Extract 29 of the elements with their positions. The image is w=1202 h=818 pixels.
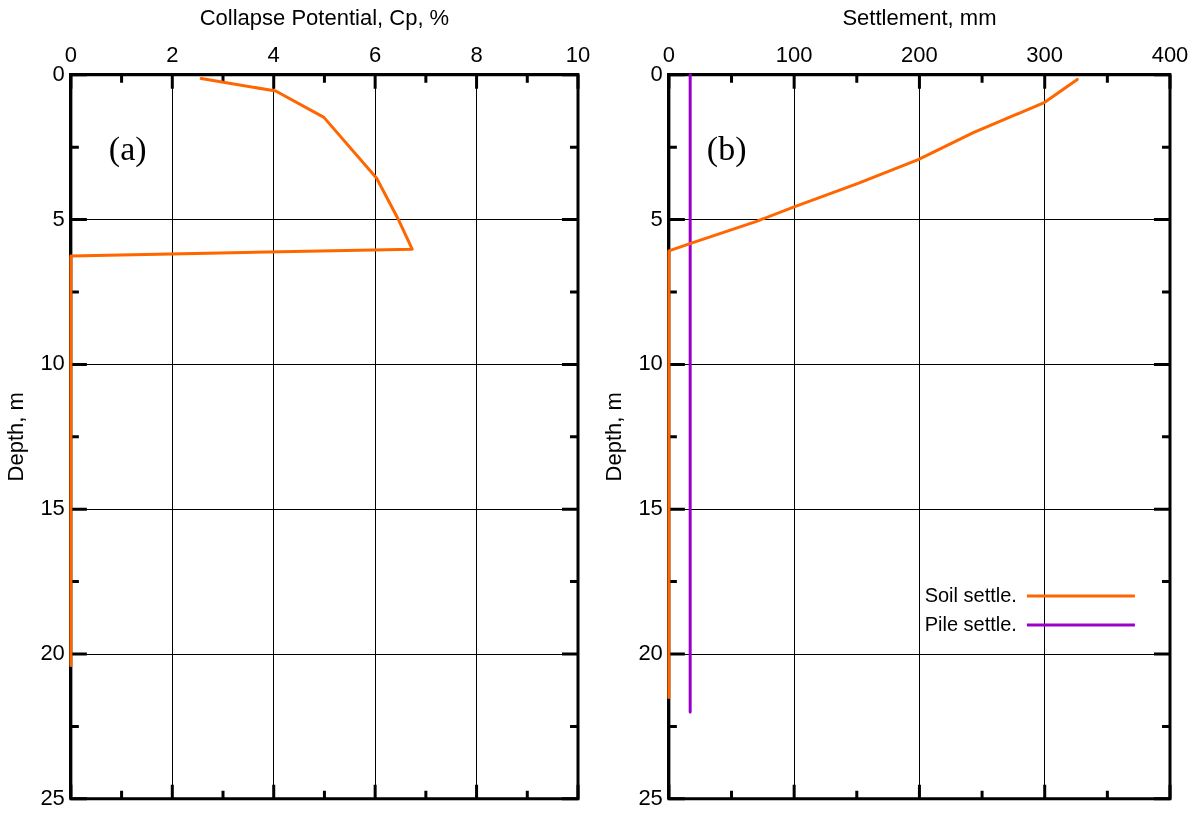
y-tick-label: 5 bbox=[52, 205, 65, 231]
y-axis-title: Depth, m bbox=[3, 392, 29, 482]
y-tick-label: 25 bbox=[40, 784, 65, 810]
y-tick-label: 5 bbox=[650, 205, 663, 231]
x-tick-label: 2 bbox=[166, 41, 179, 67]
text: Pile settle. bbox=[924, 612, 1017, 635]
y-tick-label: 10 bbox=[638, 350, 663, 376]
x-tick-label: 8 bbox=[470, 41, 483, 67]
x-tick-label: 4 bbox=[267, 41, 280, 67]
x-tick-label: 400 bbox=[1151, 41, 1189, 67]
y-tick-label: 20 bbox=[40, 640, 65, 666]
annotation: (b) bbox=[706, 129, 747, 168]
y-tick-label: 10 bbox=[40, 350, 65, 376]
x-tick-label: 10 bbox=[565, 41, 591, 67]
annotation: (a) bbox=[108, 129, 147, 168]
x-tick-label: 6 bbox=[369, 41, 382, 67]
x-axis-title: Collapse Potential, Cp, % bbox=[199, 5, 450, 31]
y-tick-label: 0 bbox=[650, 60, 663, 86]
x-tick-label: 100 bbox=[775, 41, 813, 67]
y-axis-title: Depth, m bbox=[601, 392, 627, 482]
y-tick-label: 0 bbox=[52, 60, 65, 86]
y-tick-label: 25 bbox=[638, 784, 663, 810]
x-axis-title: Settlement, mm bbox=[842, 5, 997, 31]
y-tick-label: 15 bbox=[40, 495, 65, 521]
x-tick-label: 300 bbox=[1026, 41, 1064, 67]
text: Soil settle. bbox=[924, 583, 1017, 606]
y-tick-label: 15 bbox=[638, 495, 663, 521]
y-tick-label: 20 bbox=[638, 640, 663, 666]
x-tick-label: 200 bbox=[901, 41, 938, 67]
